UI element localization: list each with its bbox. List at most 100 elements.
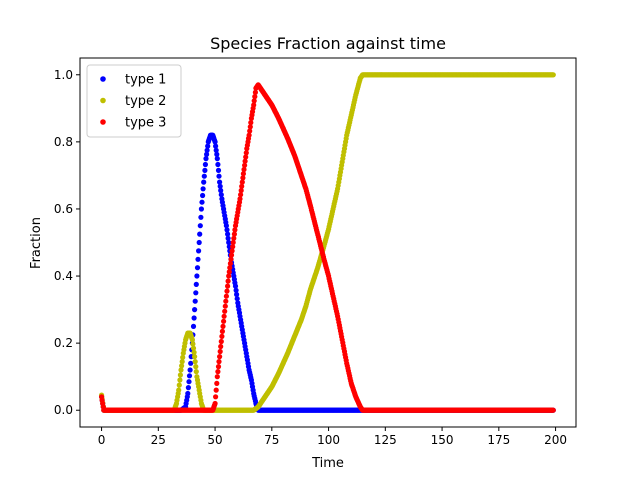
data-point xyxy=(248,120,254,126)
data-point xyxy=(179,359,185,365)
legend-label: type 3 xyxy=(125,116,166,131)
data-point xyxy=(196,248,202,254)
data-point xyxy=(192,307,198,313)
data-point xyxy=(189,337,195,343)
data-point xyxy=(185,390,191,397)
data-point xyxy=(251,102,257,108)
data-point xyxy=(219,328,225,334)
data-point xyxy=(224,288,230,294)
data-point xyxy=(239,183,245,189)
data-point xyxy=(193,369,199,375)
data-point xyxy=(213,394,219,400)
legend-marker xyxy=(100,97,106,104)
data-point xyxy=(239,179,245,185)
data-point xyxy=(215,161,221,168)
data-point xyxy=(223,293,229,299)
x-tick-label: 25 xyxy=(151,433,166,447)
data-point xyxy=(221,318,227,324)
data-point xyxy=(251,98,257,104)
legend-marker xyxy=(100,119,106,125)
data-point xyxy=(213,143,219,149)
data-point xyxy=(240,175,246,181)
data-point xyxy=(214,380,220,386)
data-point xyxy=(195,256,201,262)
data-point xyxy=(199,199,205,205)
data-point xyxy=(217,183,223,189)
data-point xyxy=(193,281,199,287)
data-point xyxy=(238,187,244,194)
data-point xyxy=(197,223,203,229)
data-point xyxy=(252,89,258,95)
data-point xyxy=(222,308,228,314)
data-point xyxy=(242,158,248,164)
data-point xyxy=(198,214,204,220)
data-point xyxy=(213,387,219,393)
data-point xyxy=(194,265,201,271)
data-point xyxy=(178,367,184,373)
data-point xyxy=(237,196,243,202)
data-point xyxy=(231,235,237,241)
data-point xyxy=(218,192,224,198)
data-point xyxy=(188,360,194,366)
x-tick-label: 150 xyxy=(431,433,454,447)
x-tick-label: 200 xyxy=(544,433,567,447)
data-point xyxy=(223,223,229,229)
data-point xyxy=(192,359,198,365)
data-point xyxy=(223,298,229,304)
data-point xyxy=(229,248,235,254)
data-point xyxy=(243,154,249,160)
data-point xyxy=(224,227,230,233)
x-tick-label: 125 xyxy=(374,433,397,447)
y-tick-label: 0.2 xyxy=(54,336,73,350)
plot-area xyxy=(99,72,556,413)
data-point xyxy=(192,354,198,360)
data-point xyxy=(218,338,224,345)
x-axis-label: Time xyxy=(311,456,344,471)
data-point xyxy=(197,231,203,237)
x-tick-label: 0 xyxy=(98,433,106,447)
data-point xyxy=(233,287,239,293)
data-point xyxy=(550,407,556,413)
data-point xyxy=(214,374,220,380)
legend-box xyxy=(86,64,182,138)
data-point xyxy=(201,173,207,179)
y-tick-label: 0.0 xyxy=(54,403,73,417)
legend-label: type 2 xyxy=(125,94,166,109)
data-point xyxy=(242,162,248,168)
data-point xyxy=(225,235,231,241)
data-point xyxy=(190,323,197,329)
data-point xyxy=(240,171,246,177)
data-point xyxy=(212,139,218,145)
data-point xyxy=(228,252,235,258)
data-point xyxy=(226,239,232,246)
x-tick-label: 175 xyxy=(487,433,510,447)
data-point xyxy=(196,239,202,246)
data-point xyxy=(202,167,208,173)
y-axis-label: Fraction xyxy=(29,217,44,269)
data-point xyxy=(180,354,186,360)
data-point xyxy=(193,290,199,296)
data-point xyxy=(191,315,197,321)
data-point xyxy=(216,173,222,179)
data-point xyxy=(202,161,208,168)
y-tick-label: 0.8 xyxy=(54,135,73,149)
data-point xyxy=(241,166,247,173)
x-tick-label: 50 xyxy=(207,433,222,447)
data-point xyxy=(225,231,231,237)
data-point xyxy=(221,313,227,319)
data-point xyxy=(550,72,556,78)
data-point xyxy=(190,341,196,347)
data-point xyxy=(200,186,206,192)
y-tick-label: 0.4 xyxy=(54,269,73,283)
data-point xyxy=(217,179,223,185)
data-point xyxy=(194,273,200,279)
data-point xyxy=(220,323,226,329)
data-point xyxy=(205,143,211,149)
data-point xyxy=(215,364,222,370)
data-point xyxy=(212,400,218,407)
data-point xyxy=(225,278,231,284)
data-point xyxy=(227,265,233,271)
data-point xyxy=(179,363,185,369)
data-point xyxy=(234,291,240,298)
